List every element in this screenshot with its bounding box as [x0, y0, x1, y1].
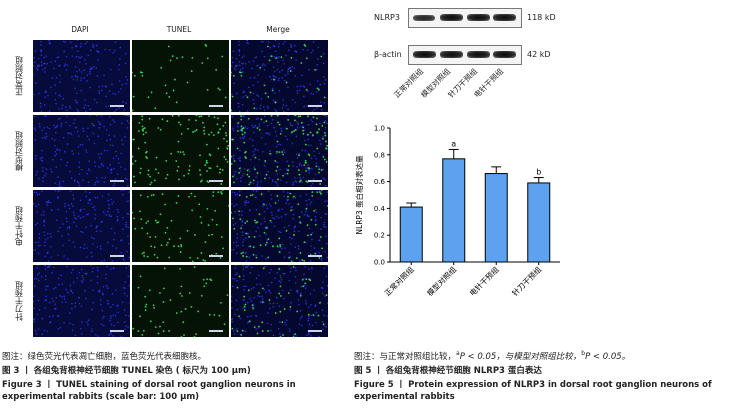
band-nlrp3-lane3 [467, 14, 490, 21]
micrograph-merge-row1 [231, 40, 328, 112]
scale-bar [110, 255, 124, 257]
significance-label: a [451, 139, 456, 148]
x-tick-label: 针刀干预组 [510, 264, 544, 298]
note-p1: P < 0.05，与模型对照组比较， [459, 352, 582, 362]
y-tick-label: 0.4 [374, 205, 386, 213]
figure-3-note: 图注：绿色荧光代表凋亡细胞，蓝色荧光代表细胞核。 [2, 352, 207, 362]
col-header-merge: Merge [266, 25, 290, 34]
micrograph-dapi-row4 [33, 265, 130, 337]
figure-3-caption-en: Figure 3 丨 TUNEL staining of dorsal root… [2, 380, 296, 402]
figure-5-caption-cn: 图 5 丨 各组兔背根神经节细胞 NLRP3 蛋白表达 [354, 366, 542, 376]
micrograph-tunel-row4 [132, 265, 229, 337]
y-tick-label: 0.0 [374, 259, 385, 267]
row-label-model: 模型对照组 [14, 131, 24, 171]
scale-bar [308, 330, 322, 332]
scale-bar [209, 330, 223, 332]
band-actin-lane4 [493, 51, 516, 58]
figure-3: DAPI TUNEL Merge 正常对照组 模型对照组 电针干预组 针刀干预组… [0, 0, 350, 415]
blot-label-actin: β-actin [374, 50, 402, 59]
y-tick-label: 0.6 [374, 178, 386, 186]
significance-label: b [536, 168, 541, 177]
micrograph-dapi-row1 [33, 40, 130, 112]
note-a-mark: a [456, 350, 460, 358]
band-nlrp3-lane4 [493, 14, 516, 21]
bar [442, 158, 466, 263]
figure-5-caption-en: Figure 5 丨 Protein expression of NLRP3 i… [354, 380, 712, 402]
figure-3-caption-cn: 图 3 丨 各组兔背根神经节细胞 TUNEL 染色 ( 标尺为 100 μm) [2, 366, 251, 376]
note-prefix: 图注：与正常对照组比较， [354, 352, 457, 362]
micrograph-tunel-row3 [132, 190, 229, 262]
row-label-normal: 正常对照组 [14, 56, 24, 96]
scale-bar [308, 255, 322, 257]
scale-bar [110, 330, 124, 332]
scale-bar [209, 180, 223, 182]
y-axis-label: NLRP3 蛋白相对表达量 [354, 155, 364, 235]
x-tick-label: 电针干预组 [467, 264, 501, 298]
y-tick-label: 0.8 [374, 151, 385, 159]
micrograph-tunel-row1 [132, 40, 229, 112]
scale-bar [308, 180, 322, 182]
y-tick-label: 1.0 [374, 125, 385, 133]
figure-5: NLRP3 118 kD β-actin 42 kD 正常对照组 模型对照组 针… [352, 0, 730, 415]
band-actin-lane1 [413, 51, 436, 58]
micrograph-dapi-row2 [33, 115, 130, 187]
x-tick-label: 模型对照组 [425, 264, 459, 298]
bar [399, 206, 423, 263]
scale-bar [209, 255, 223, 257]
micrograph-tunel-row2 [132, 115, 229, 187]
blot-strip-nlrp3 [408, 8, 522, 28]
scale-bar [308, 105, 322, 107]
row-label-ea: 电针干预组 [14, 206, 24, 246]
scale-bar [110, 105, 124, 107]
bar [484, 173, 508, 263]
band-nlrp3-lane2 [440, 14, 463, 21]
row-label-acupotomy: 针刀干预组 [14, 281, 24, 321]
bar [527, 182, 551, 263]
note-b-mark: b [581, 350, 586, 358]
blot-label-nlrp3: NLRP3 [374, 13, 400, 22]
band-actin-lane2 [440, 51, 463, 58]
blot-strip-actin [408, 45, 522, 65]
scale-bar [110, 180, 124, 182]
blot-size-nlrp3: 118 kD [527, 13, 556, 22]
micrograph-merge-row4 [231, 265, 328, 337]
col-header-dapi: DAPI [71, 25, 89, 34]
micrograph-merge-row2 [231, 115, 328, 187]
y-tick-label: 0.2 [374, 232, 385, 240]
note-p2: P < 0.05。 [585, 352, 631, 362]
figure-5-note: 图注：与正常对照组比较，aP < 0.05，与模型对照组比较，bP < 0.05… [354, 350, 630, 362]
col-header-tunel: TUNEL [166, 25, 192, 34]
band-actin-lane3 [467, 51, 490, 58]
x-tick-label: 正常对照组 [382, 264, 416, 298]
band-nlrp3-lane1 [413, 15, 435, 21]
micrograph-dapi-row3 [33, 190, 130, 262]
scale-bar [209, 105, 223, 107]
micrograph-merge-row3 [231, 190, 328, 262]
blot-size-actin: 42 kD [527, 50, 551, 59]
